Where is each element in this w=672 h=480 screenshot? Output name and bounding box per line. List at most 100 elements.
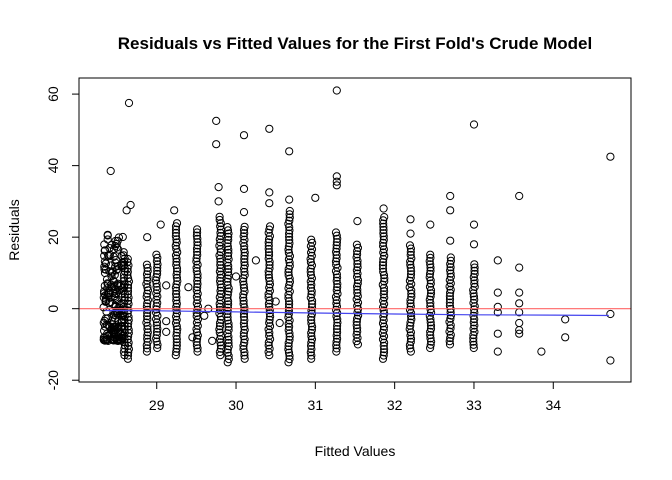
y-tick-label: 20 [45, 229, 61, 245]
data-point [333, 273, 342, 282]
data-point [446, 288, 455, 297]
data-point [152, 257, 161, 266]
data-point [215, 302, 225, 311]
data-point [406, 321, 415, 330]
data-point [143, 267, 152, 276]
data-point [122, 206, 131, 215]
x-tick-label: 32 [387, 397, 403, 413]
data-point [193, 225, 202, 234]
data-point [332, 299, 341, 308]
data-point [119, 262, 128, 271]
data-point [469, 298, 478, 308]
data-point [240, 354, 249, 363]
data-point [332, 344, 341, 353]
data-point [446, 333, 455, 343]
data-point [379, 254, 388, 264]
data-point [239, 345, 248, 354]
data-point [493, 329, 502, 338]
data-point [407, 312, 416, 321]
data-point [265, 222, 275, 231]
data-point [406, 347, 415, 356]
data-point [156, 220, 165, 229]
data-point [426, 263, 435, 272]
data-point [332, 331, 341, 340]
data-point [378, 319, 388, 328]
data-point [285, 335, 294, 344]
data-point [307, 280, 316, 289]
data-point [379, 290, 388, 299]
data-point [142, 292, 151, 301]
data-point [143, 305, 152, 314]
data-point [103, 230, 112, 239]
data-point [406, 229, 415, 238]
data-point [332, 172, 341, 181]
data-point [239, 332, 248, 341]
data-point [307, 325, 316, 334]
data-point [426, 253, 435, 262]
data-point [446, 311, 455, 320]
data-point [352, 266, 361, 275]
data-point [515, 318, 524, 328]
data-point [493, 256, 502, 265]
data-point [193, 238, 202, 247]
data-point [143, 312, 152, 321]
data-point [469, 120, 479, 129]
data-point [469, 343, 478, 353]
data-point [224, 335, 233, 344]
data-point [193, 241, 202, 250]
data-point [333, 234, 342, 243]
data-point [307, 251, 316, 260]
data-point [192, 299, 201, 308]
data-point [379, 316, 388, 325]
x-tick-label: 29 [149, 397, 165, 413]
data-point [152, 279, 161, 288]
data-point [426, 292, 435, 301]
data-point [223, 252, 233, 261]
data-point [193, 228, 202, 237]
data-point [284, 245, 293, 254]
data-point [264, 254, 273, 263]
data-point [353, 217, 362, 226]
data-point [172, 335, 181, 344]
data-point [354, 311, 363, 320]
data-point [379, 235, 388, 244]
data-point [216, 260, 225, 270]
data-point [105, 252, 114, 261]
data-point [124, 341, 133, 350]
data-point [311, 193, 320, 202]
data-point [143, 334, 152, 343]
data-point [352, 330, 361, 339]
data-point [152, 302, 161, 311]
data-point [470, 266, 479, 275]
data-point [240, 325, 249, 334]
data-point [142, 341, 151, 350]
data-point [469, 289, 478, 298]
data-point [162, 327, 171, 336]
data-point [264, 238, 273, 247]
data-point [353, 263, 362, 272]
data-point [265, 344, 274, 353]
data-point [153, 253, 162, 262]
data-point [284, 242, 293, 251]
data-point [285, 300, 294, 309]
data-point [380, 274, 389, 283]
data-point [379, 351, 388, 360]
data-point [379, 258, 388, 267]
data-point [285, 147, 294, 156]
data-point [407, 254, 416, 263]
data-point [425, 257, 434, 266]
data-point [212, 116, 221, 126]
data-point [264, 267, 273, 276]
data-point [515, 326, 524, 335]
data-point [469, 273, 478, 282]
data-point [192, 308, 201, 318]
data-point [216, 254, 225, 263]
data-point [223, 313, 232, 322]
data-point [332, 312, 341, 321]
data-point [231, 272, 241, 281]
data-point [240, 261, 249, 270]
data-point [353, 259, 362, 269]
data-point [427, 337, 436, 346]
data-point [265, 225, 274, 234]
data-point [193, 276, 202, 285]
